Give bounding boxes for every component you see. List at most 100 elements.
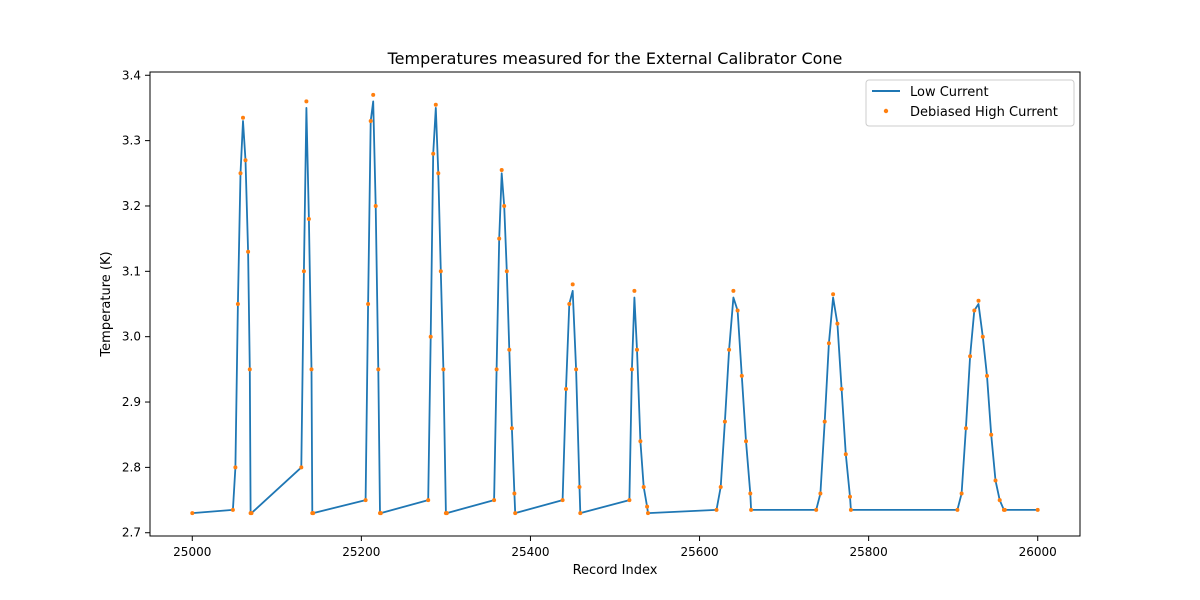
scatter-point [1002,507,1007,512]
scatter-point [835,321,840,326]
scatter-point [509,426,514,431]
scatter-point [980,334,985,339]
scatter-point [249,511,254,516]
scatter-point [433,102,438,107]
scatter-point [426,498,431,503]
scatter-point [233,465,238,470]
scatter-point [714,507,719,512]
series-scatter-debiased-high-current [190,92,1040,516]
scatter-point [748,491,753,496]
y-tick-label: 2.8 [122,460,141,474]
legend-box [865,79,1075,127]
y-axis-label: Temperature (K) [99,251,114,357]
scatter-point [727,347,732,352]
scatter-point [731,288,736,293]
scatter-point [632,288,637,293]
scatter-point [230,507,235,512]
y-tick-label: 3.3 [122,134,141,148]
y-tick-label: 3.4 [122,68,141,82]
scatter-point [831,292,836,297]
scatter-point [843,452,848,457]
y-tick-label: 3.1 [122,264,141,278]
scatter-point [368,119,373,123]
scatter-point [492,498,497,503]
scatter-point [646,511,650,516]
scatter-point [238,171,243,176]
scatter-point [497,236,502,241]
scatter-point [311,511,316,516]
scatter-point [247,367,252,372]
scatter-point [718,485,723,489]
scatter-point [431,151,436,156]
scatter-point [818,491,823,496]
scatter-point [494,367,499,372]
plot-frame [149,71,1081,537]
scatter-point [629,367,634,372]
x-tick-label: 25200 [342,545,380,559]
legend-label-low-current: Low Current [910,85,989,100]
series-line-low-current [192,100,1038,514]
scatter-point [749,507,754,512]
scatter-point [190,511,195,516]
scatter-point [309,367,314,372]
scatter-point [301,269,306,274]
scatter-point [1035,507,1040,512]
scatter-point [976,298,981,303]
scatter-point [997,498,1002,503]
scatter-point [299,465,304,470]
scatter-point [739,373,744,378]
scatter-point [246,249,251,254]
scatter-point [722,419,727,424]
scatter-point [972,308,977,313]
scatter-point [504,269,509,274]
scatter-point [627,498,632,503]
scatter-point [564,387,568,391]
scatter-point [376,367,381,372]
scatter-point [959,491,964,496]
scatter-point [985,373,989,378]
series-line-path [192,100,1038,514]
x-tick-label: 25800 [850,545,888,559]
y-tick-label: 2.7 [122,526,141,540]
scatter-point [366,302,371,306]
scatter-point [989,432,994,437]
chart-title: Temperatures measured for the External C… [387,49,843,68]
scatter-point [304,99,309,104]
scatter-point [436,171,441,176]
scatter-point [499,168,504,172]
scatter-point [306,217,311,221]
scatter-point [428,334,433,339]
scatter-point [955,507,960,512]
scatter-point [822,419,827,424]
scatter-point [735,308,740,313]
y-tick-label: 3.0 [122,330,141,344]
scatter-point [373,204,378,208]
scatter-point [638,439,643,444]
scatter-point [243,158,248,163]
scatter-point [567,302,572,306]
legend-dot-swatch [883,108,889,114]
scatter-point [635,347,639,352]
scatter-point [560,498,565,503]
scatter-point [641,485,646,489]
scatter-point [577,485,582,489]
scatter-point [848,507,853,512]
scatter-point [993,478,998,483]
scatter-point [814,507,819,512]
y-tick-label: 2.9 [122,395,141,409]
scatter-point [512,491,517,496]
scatter-point [968,354,973,359]
scatter-point [444,511,449,516]
x-tick-label: 25400 [511,545,549,559]
scatter-point [848,494,852,499]
scatter-point [438,269,443,274]
x-tick-label: 25600 [680,545,718,559]
scatter-point [502,204,507,208]
scatter-point [826,341,831,346]
scatter-point [441,367,446,372]
scatter-point [513,511,518,516]
scatter-point [241,115,245,120]
scatter-point [363,498,368,503]
scatter-point [371,92,376,97]
legend-label-debiased-high-current: Debiased High Current [910,105,1058,120]
